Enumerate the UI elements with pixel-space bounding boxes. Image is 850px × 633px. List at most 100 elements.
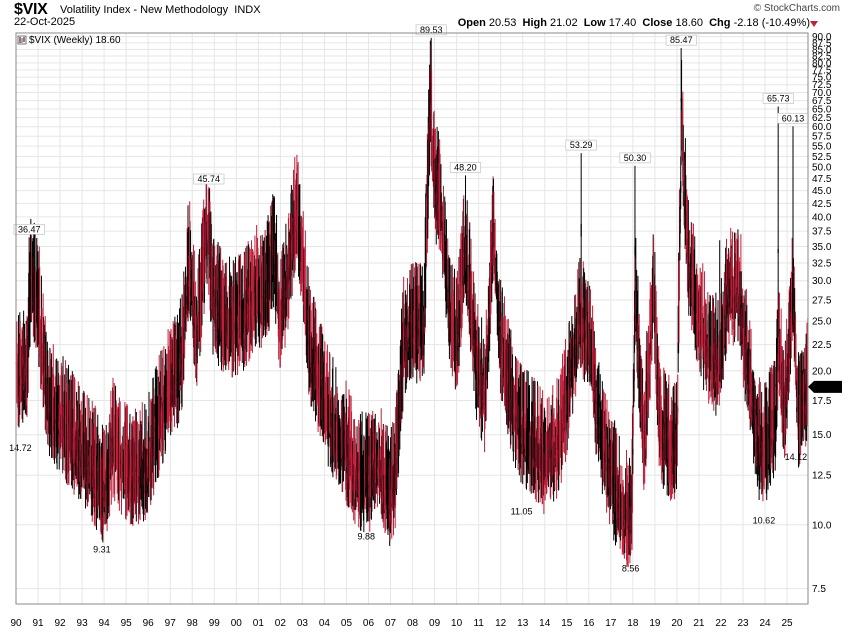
candle-body	[400, 346, 403, 367]
candle-body	[423, 342, 425, 356]
annotation-box	[665, 34, 697, 46]
candle-body	[537, 472, 539, 476]
x-tick-label: 09	[429, 618, 441, 629]
candle-body	[537, 431, 539, 444]
candle-body	[632, 449, 634, 455]
x-tick-label: 02	[275, 618, 287, 629]
candle-body	[73, 428, 75, 434]
candle-body	[679, 219, 681, 221]
x-tick-label: 96	[143, 618, 155, 629]
y-tick-label: 82.5	[812, 52, 832, 63]
candle-body	[603, 418, 605, 426]
chart-grid	[15, 33, 808, 604]
candle-body	[78, 480, 80, 485]
candle-body	[553, 465, 555, 488]
candle-body	[141, 443, 143, 457]
x-tick-label: 13	[517, 618, 529, 629]
candle-body	[124, 442, 126, 464]
candle-body	[612, 458, 614, 468]
candle-body	[239, 283, 242, 297]
annotation-label: 8.56	[622, 563, 640, 573]
candle-body	[275, 309, 277, 311]
annotation-label: 45.74	[198, 174, 221, 184]
candle-body	[206, 249, 208, 267]
y-tick-label: 77.5	[812, 65, 832, 76]
y-tick-label: 47.5	[812, 174, 832, 185]
x-axis: 90 91 92 93 94 95 96 97 98 99 00 01 02 03 04 05 06 07 08 09…	[10, 618, 793, 629]
candle-body	[160, 397, 162, 413]
candle-body	[324, 374, 326, 399]
y-tick-label: 60.0	[812, 122, 832, 133]
x-tick-label: 91	[32, 618, 44, 629]
candle-body	[116, 475, 118, 481]
candle-body	[56, 446, 58, 456]
y-tick-label: 45.0	[812, 186, 832, 197]
annotation-label: 60.13	[782, 113, 805, 123]
candle-body	[679, 231, 681, 248]
x-tick-label: 04	[319, 618, 331, 629]
y-tick-label: 27.5	[812, 296, 832, 307]
y-tick-label: 67.5	[812, 96, 832, 107]
y-tick-label: 42.5	[812, 199, 832, 210]
candle-body	[676, 440, 678, 442]
x-tick-label: 92	[54, 618, 66, 629]
candle-body	[425, 265, 427, 270]
candle-body	[486, 358, 489, 372]
annotation-box	[415, 24, 447, 36]
x-tick-label: 20	[671, 618, 683, 629]
annotation-label: 65.73	[767, 93, 790, 103]
candle-body	[609, 458, 611, 470]
candle-body	[75, 460, 77, 466]
annotation-box	[762, 93, 794, 104]
x-tick-label: 01	[253, 618, 265, 629]
annotation-box	[13, 224, 45, 235]
x-tick-label: 94	[99, 618, 111, 629]
candle-body	[230, 307, 232, 315]
annotation-label: 50.30	[624, 153, 647, 163]
x-tick-label: 03	[297, 618, 309, 629]
candle-body	[444, 234, 446, 256]
candle-body	[703, 351, 705, 369]
candle-body	[339, 464, 341, 467]
x-tick-label: 19	[649, 618, 661, 629]
candle-body	[669, 469, 672, 479]
annotation-label: 10.62	[753, 515, 776, 525]
candle-body	[548, 438, 550, 450]
annotation-label: 14.12	[785, 452, 808, 462]
candle-body	[558, 459, 561, 463]
y-tick-label: 10.0	[812, 520, 832, 531]
candle-body	[532, 421, 534, 433]
candle-body	[322, 417, 325, 418]
candle-body	[172, 357, 174, 362]
candle-body	[661, 451, 663, 462]
x-tick-label: 17	[605, 618, 617, 629]
legend: $VIX (Weekly) 18.60	[17, 35, 121, 46]
candle-body	[306, 341, 308, 344]
x-tick-label: 22	[715, 618, 727, 629]
candle-body	[59, 411, 61, 417]
x-tick-label: 95	[121, 618, 133, 629]
x-tick-label: 99	[209, 618, 221, 629]
candle-body	[658, 400, 660, 404]
candle-body	[81, 476, 83, 478]
candle-body	[544, 475, 546, 486]
annotation-label: 89.53	[420, 25, 443, 35]
x-tick-label: 07	[385, 618, 397, 629]
candle-body	[297, 245, 300, 260]
candle-body	[185, 313, 187, 320]
x-tick-label: 12	[495, 618, 507, 629]
exchange-label: INDX	[234, 4, 261, 16]
candle-body	[680, 98, 683, 117]
low-label: Low	[583, 17, 606, 29]
candle-body	[334, 449, 337, 452]
candle-body	[750, 367, 752, 376]
y-tick-label: 55.0	[812, 142, 832, 153]
y-tick-label: 22.5	[812, 340, 832, 351]
ohlc-summary: Open 20.53 High 21.02 Low 17.40 Close 18…	[458, 17, 810, 29]
plot-frame	[15, 32, 809, 605]
close-label: Close	[642, 17, 673, 29]
last-price-label: 18.60	[816, 382, 841, 393]
annotation-label: 9.88	[358, 531, 376, 541]
x-tick-label: 08	[407, 618, 419, 629]
